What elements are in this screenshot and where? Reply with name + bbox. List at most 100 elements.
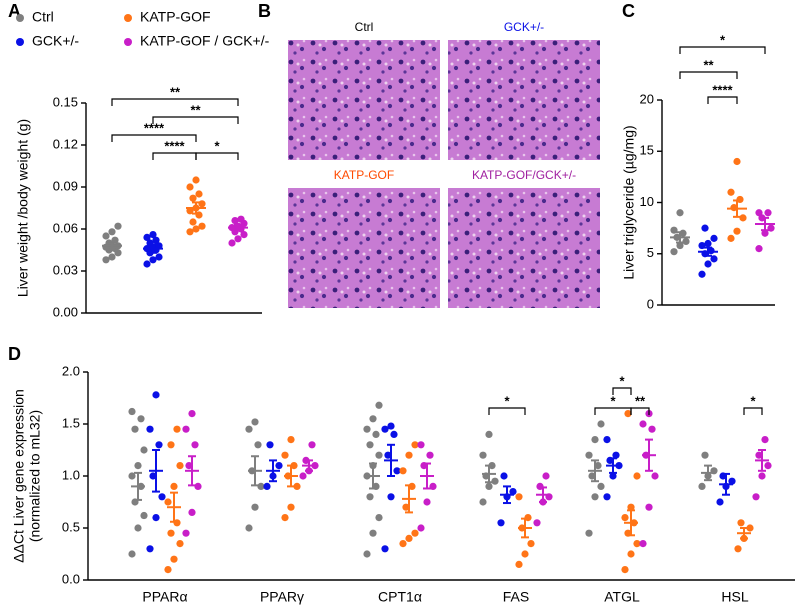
dot bbox=[542, 472, 550, 480]
dot bbox=[363, 550, 371, 558]
significance-label: * bbox=[610, 393, 616, 408]
significance-label: ** bbox=[190, 102, 201, 117]
dot bbox=[485, 430, 493, 438]
bracket bbox=[152, 152, 197, 160]
dot bbox=[479, 451, 487, 459]
dot bbox=[245, 425, 253, 433]
dot bbox=[737, 519, 745, 527]
dot bbox=[114, 222, 122, 230]
y-tick-label: 0.0 bbox=[62, 571, 80, 586]
dot bbox=[698, 241, 706, 250]
dot bbox=[761, 229, 769, 237]
y-tick-label: 0.09 bbox=[53, 178, 78, 193]
dot bbox=[254, 441, 262, 449]
dot bbox=[509, 488, 517, 496]
bracket bbox=[488, 407, 526, 415]
dot bbox=[195, 190, 203, 198]
bracket bbox=[679, 71, 738, 79]
dot bbox=[755, 245, 763, 253]
significance-label: * bbox=[214, 138, 220, 153]
dot bbox=[755, 451, 763, 459]
dot bbox=[189, 194, 197, 202]
dot bbox=[170, 555, 178, 563]
dot bbox=[164, 498, 172, 506]
dot bbox=[198, 200, 206, 208]
dot bbox=[734, 545, 742, 553]
dot bbox=[704, 260, 712, 268]
dot bbox=[191, 441, 199, 449]
dot bbox=[140, 446, 148, 454]
dot bbox=[764, 462, 772, 470]
y-tick-label: 20 bbox=[640, 91, 654, 106]
dot bbox=[639, 540, 647, 548]
significance-label: ** bbox=[703, 57, 714, 72]
y-tick-label: 0.5 bbox=[62, 519, 80, 534]
dot bbox=[621, 566, 629, 574]
x-tick-label: PPARγ bbox=[260, 589, 304, 605]
dot bbox=[603, 493, 611, 501]
dot bbox=[149, 231, 157, 239]
x-tick-label: HSL bbox=[721, 589, 748, 605]
panel-letter: C bbox=[622, 1, 635, 21]
dot bbox=[108, 253, 116, 261]
dot bbox=[381, 545, 389, 553]
dot bbox=[131, 425, 139, 433]
dot bbox=[402, 503, 410, 511]
y-tick-label: 2.0 bbox=[62, 363, 80, 378]
y-axis-label: (normalized to mL32) bbox=[27, 410, 43, 542]
dot bbox=[591, 493, 599, 501]
dot bbox=[170, 482, 178, 490]
dot bbox=[149, 256, 157, 264]
dot bbox=[645, 503, 653, 511]
dot bbox=[612, 451, 620, 459]
bracket bbox=[195, 152, 239, 160]
dot bbox=[155, 253, 163, 261]
dot bbox=[387, 493, 395, 501]
legend-label: Ctrl bbox=[32, 9, 54, 25]
dot bbox=[426, 451, 434, 459]
y-tick-label: 15 bbox=[640, 143, 654, 158]
dot bbox=[390, 430, 398, 438]
dot bbox=[670, 248, 678, 256]
histology-image bbox=[288, 40, 440, 160]
dot bbox=[710, 234, 718, 242]
dot bbox=[500, 472, 508, 480]
dot bbox=[369, 529, 377, 537]
dot bbox=[194, 482, 202, 490]
image-title: KATP-GOF/GCK+/- bbox=[472, 168, 576, 182]
dot bbox=[375, 401, 383, 409]
dot bbox=[527, 540, 535, 548]
dot bbox=[682, 237, 690, 246]
y-tick-label: 0 bbox=[647, 296, 654, 311]
dot bbox=[237, 215, 245, 223]
legend-label: GCK+/- bbox=[32, 33, 79, 49]
dot bbox=[627, 503, 635, 511]
dot bbox=[182, 425, 190, 433]
dot bbox=[128, 407, 136, 416]
dot bbox=[597, 420, 605, 428]
dot bbox=[257, 482, 265, 490]
dot bbox=[275, 462, 283, 470]
dot bbox=[293, 482, 301, 490]
dot bbox=[146, 425, 154, 433]
dot bbox=[733, 157, 741, 166]
dot bbox=[767, 224, 775, 232]
dot bbox=[375, 514, 383, 522]
dot bbox=[651, 472, 659, 480]
bracket bbox=[111, 134, 197, 142]
dot bbox=[733, 227, 741, 235]
dot bbox=[515, 493, 523, 501]
dot bbox=[173, 425, 181, 433]
dot bbox=[251, 503, 259, 511]
dot bbox=[188, 508, 196, 516]
dot bbox=[609, 472, 617, 480]
bracket bbox=[743, 407, 763, 415]
dot bbox=[384, 451, 392, 459]
dot bbox=[381, 425, 389, 433]
dot bbox=[417, 441, 425, 449]
dot bbox=[198, 222, 206, 230]
dot bbox=[633, 540, 641, 548]
dot bbox=[189, 218, 197, 226]
y-tick-label: 1.0 bbox=[62, 467, 80, 482]
dot bbox=[102, 256, 110, 264]
